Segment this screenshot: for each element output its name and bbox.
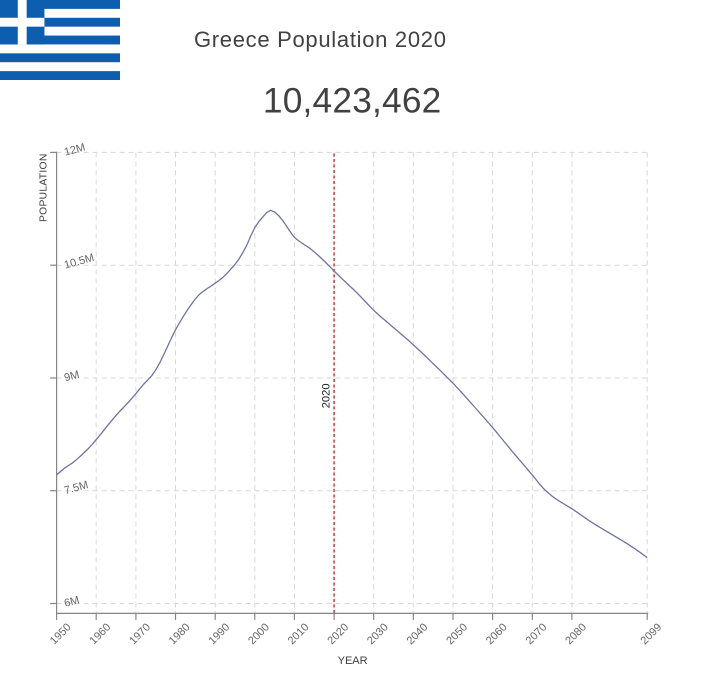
svg-text:6M: 6M bbox=[63, 594, 81, 610]
svg-text:12M: 12M bbox=[63, 142, 87, 159]
svg-text:POPULATION: POPULATION bbox=[38, 153, 49, 222]
svg-text:YEAR: YEAR bbox=[338, 655, 368, 667]
svg-text:Greece Population 2020: Greece Population 2020 bbox=[194, 27, 447, 52]
svg-text:9M: 9M bbox=[63, 369, 81, 385]
svg-text:10,423,462: 10,423,462 bbox=[263, 81, 442, 120]
svg-text:2020: 2020 bbox=[321, 383, 333, 408]
